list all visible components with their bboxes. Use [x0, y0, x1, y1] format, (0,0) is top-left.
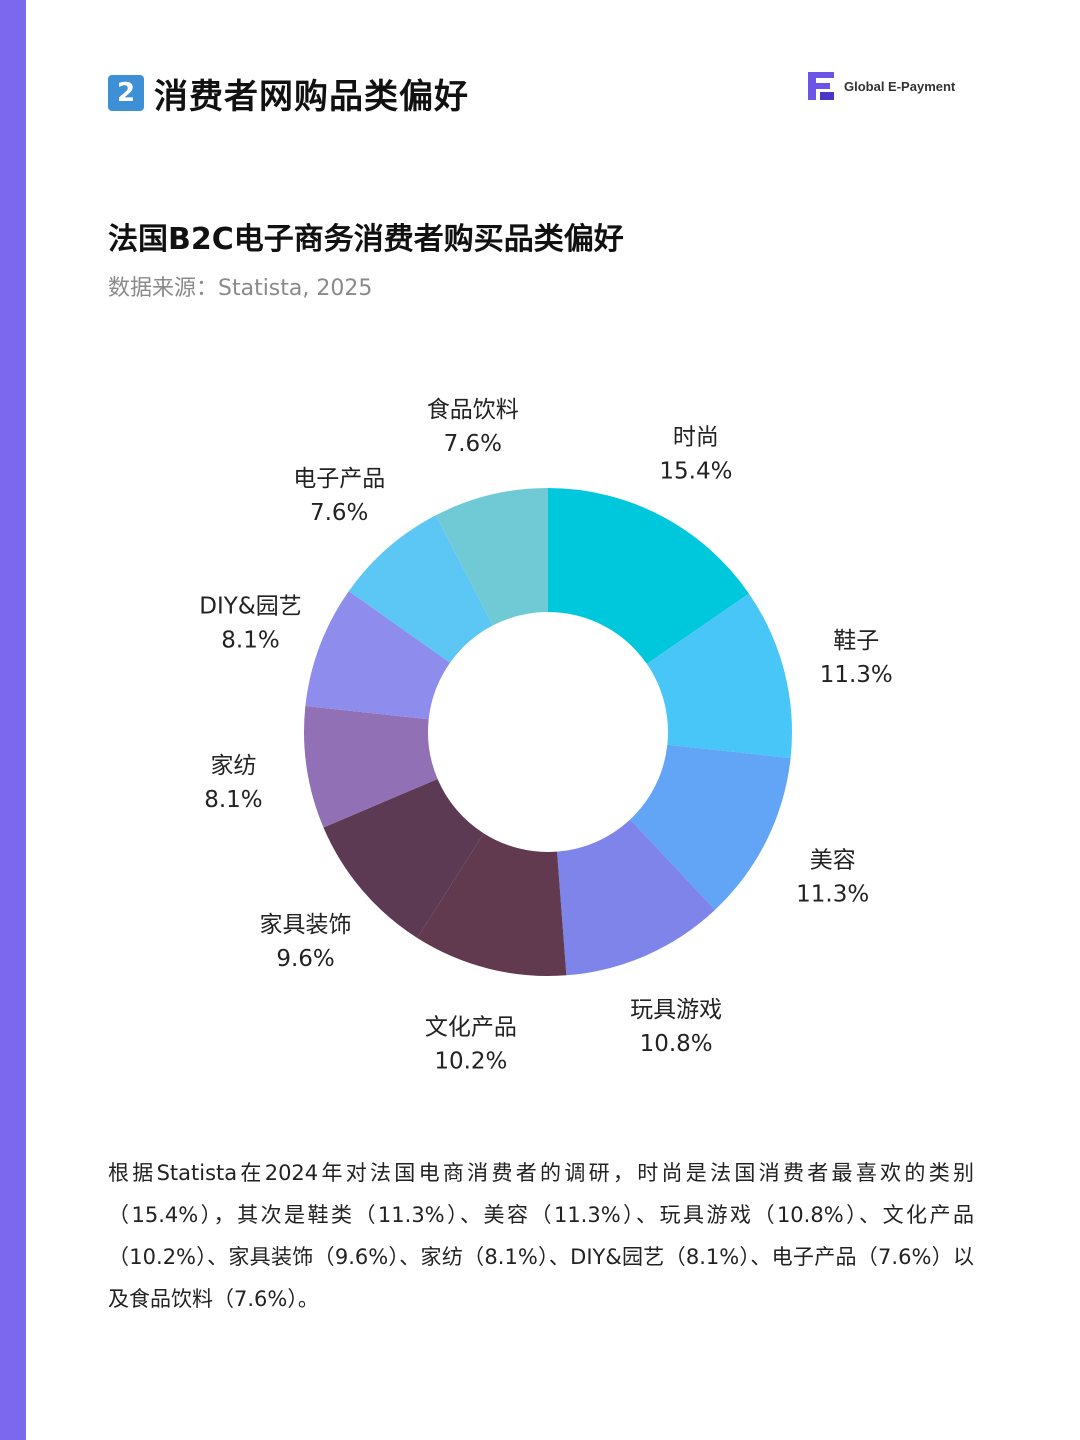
slice-label-value-3: 10.8%: [640, 1031, 713, 1057]
section-number-badge: 2: [108, 75, 144, 111]
slice-label-name-5: 家具装饰: [260, 912, 352, 938]
brand: Global E-Payment: [806, 70, 955, 102]
slice-9: [435, 488, 548, 626]
slice-label-value-7: 8.1%: [221, 628, 279, 654]
slice-7: [305, 591, 451, 720]
slice-label-value-5: 9.6%: [276, 946, 334, 972]
slice-label-value-4: 10.2%: [434, 1049, 507, 1075]
slice-1: [646, 593, 792, 759]
slice-label-name-9: 食品饮料: [427, 397, 519, 423]
slice-label-name-7: DIY&园艺: [199, 594, 301, 620]
slice-label-name-6: 家纺: [210, 753, 256, 779]
summary-paragraph: 根据Statista在2024年对法国电商消费者的调研，时尚是法国消费者最喜欢的…: [108, 1161, 974, 1311]
slice-4: [417, 833, 567, 976]
left-accent-bar: [0, 0, 26, 1440]
slice-label-value-0: 15.4%: [659, 458, 732, 484]
chart-source: 数据来源：Statista, 2025: [108, 276, 373, 301]
donut-chart: 时尚 15.4% 鞋子 11.3% 美容 11.3% 玩具游戏 10.8% 文化产品 10.2% 家…: [199, 397, 893, 1075]
slice-0: [548, 488, 749, 664]
slice-5: [323, 778, 484, 939]
brand-logo-icon: [808, 72, 834, 100]
slice-label-name-8: 电子产品: [293, 466, 385, 492]
slice-6: [304, 705, 438, 828]
slice-label-value-9: 7.6%: [444, 431, 502, 457]
section-header: 2 消费者网购品类偏好: [108, 68, 469, 118]
slice-label-name-3: 玩具游戏: [630, 997, 722, 1023]
slice-label-name-0: 时尚: [673, 424, 719, 450]
slice-3: [557, 819, 716, 976]
slice-8: [348, 515, 493, 663]
slice-label-value-6: 8.1%: [204, 787, 262, 813]
slice-label-value-1: 11.3%: [820, 662, 893, 688]
brand-name: Global E-Payment: [844, 78, 956, 94]
slice-label-value-2: 11.3%: [796, 882, 869, 908]
chart-title: 法国B2C电子商务消费者购买品类偏好: [108, 222, 624, 257]
slice-label-value-8: 7.6%: [310, 500, 368, 526]
section-title: 消费者网购品类偏好: [154, 76, 469, 117]
slice-2: [630, 744, 791, 910]
slice-label-name-1: 鞋子: [833, 628, 879, 654]
slice-label-name-4: 文化产品: [425, 1015, 517, 1041]
slice-label-name-2: 美容: [810, 848, 856, 874]
